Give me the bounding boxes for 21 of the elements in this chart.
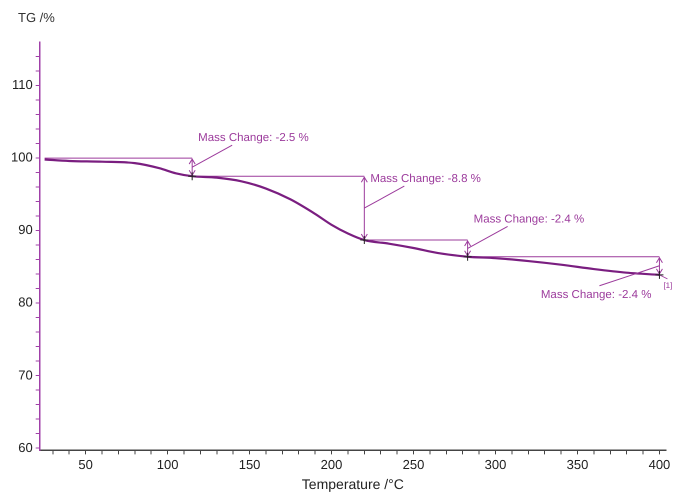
x-tick-label: 100	[156, 456, 178, 472]
y-tick-label: 90	[18, 222, 33, 238]
y-tick-label: 80	[18, 294, 33, 310]
x-tick-label: 400	[648, 456, 670, 472]
y-tick-label: 60	[18, 440, 33, 455]
annotation: Mass Change: -8.8 %	[370, 173, 481, 186]
y-axis-title: TG /%	[18, 10, 56, 25]
x-tick-label: 250	[402, 456, 424, 472]
annotation: Mass Change: -2.4 %	[474, 213, 584, 226]
annotation: Mass Change: -2.5 %	[198, 132, 309, 144]
x-tick-label: 150	[238, 456, 260, 472]
y-tick-label: 100	[10, 150, 33, 165]
y-tick-label: 110	[12, 77, 33, 92]
x-tick-label: 350	[566, 456, 588, 472]
annotation: Mass Change: -2.4 %	[540, 288, 652, 301]
x-tick-label: 50	[78, 456, 93, 472]
x-axis-title: Temperature /°C	[302, 476, 404, 492]
series-label: [1]	[663, 280, 672, 290]
x-tick-label: 200	[320, 456, 342, 472]
y-tick-label: 70	[18, 367, 33, 382]
x-tick-label: 300	[484, 456, 506, 472]
